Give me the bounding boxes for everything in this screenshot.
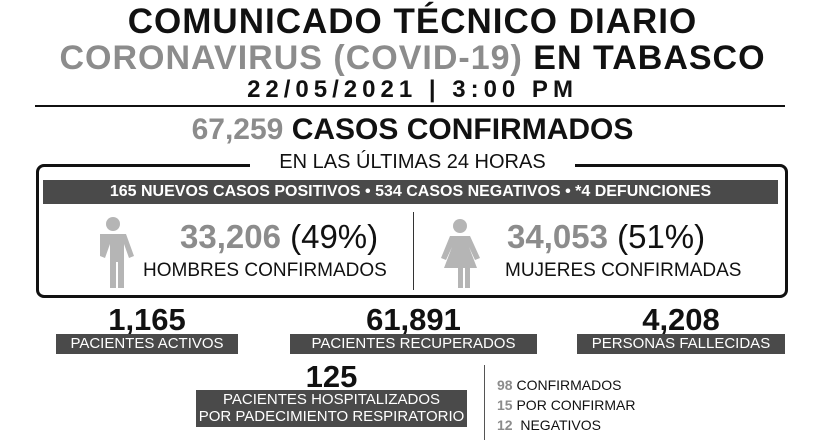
divider — [35, 105, 785, 107]
hospitalized-value: 125 — [305, 359, 358, 394]
active-label: PACIENTES ACTIVOS — [56, 334, 238, 354]
subtitle-covid: CORONAVIRUS (COVID-19) — [59, 39, 523, 77]
women-count: 34,053 (51%) — [507, 218, 705, 256]
report-datetime: 22/05/2021 | 3:00 PM — [247, 76, 578, 103]
total-label: CASOS CONFIRMADOS — [291, 113, 634, 146]
hospitalized-label-line2: POR PADECIMIENTO RESPIRATORIO — [198, 408, 465, 425]
men-count: 33,206 (49%) — [180, 218, 378, 256]
breakdown-item: 98 CONFIRMADOS — [497, 377, 622, 393]
hospitalized-label-line1: PACIENTES HOSPITALIZADOS — [223, 391, 440, 408]
active-value: 1,165 — [108, 302, 186, 337]
women-pct: (51%) — [617, 218, 706, 255]
deaths-value: 4,208 — [642, 302, 720, 337]
women-value: 34,053 — [507, 218, 608, 255]
page-title: COMUNICADO TÉCNICO DIARIO — [127, 2, 698, 41]
page-subtitle: CORONAVIRUS (COVID-19) EN TABASCO — [0, 39, 825, 78]
daily-summary-bar: 165 NUEVOS CASOS POSITIVOS • 534 CASOS N… — [43, 180, 778, 204]
recovered-value: 61,891 — [366, 302, 461, 337]
hospital-divider — [484, 365, 485, 440]
last-24h-label: EN LAS ÚLTIMAS 24 HORAS — [250, 151, 575, 174]
total-confirmed: 67,259 CASOS CONFIRMADOS — [0, 113, 825, 147]
men-label: HOMBRES CONFIRMADOS — [143, 260, 387, 281]
subtitle-state: EN TABASCO — [533, 39, 766, 77]
deaths-label: PERSONAS FALLECIDAS — [577, 334, 785, 354]
breakdown-item: 15 POR CONFIRMAR — [497, 397, 636, 413]
woman-icon — [441, 219, 480, 288]
total-value: 67,259 — [191, 113, 284, 146]
breakdown-item: 12 NEGATIVOS — [497, 417, 602, 433]
hospitalized-label: PACIENTES HOSPITALIZADOS POR PADECIMIENTO… — [196, 390, 467, 427]
women-label: MUJERES CONFIRMADAS — [505, 260, 742, 281]
men-value: 33,206 — [180, 218, 281, 255]
gender-divider — [413, 212, 414, 290]
recovered-label: PACIENTES RECUPERADOS — [290, 334, 537, 354]
men-pct: (49%) — [290, 218, 379, 255]
man-icon — [100, 217, 134, 288]
